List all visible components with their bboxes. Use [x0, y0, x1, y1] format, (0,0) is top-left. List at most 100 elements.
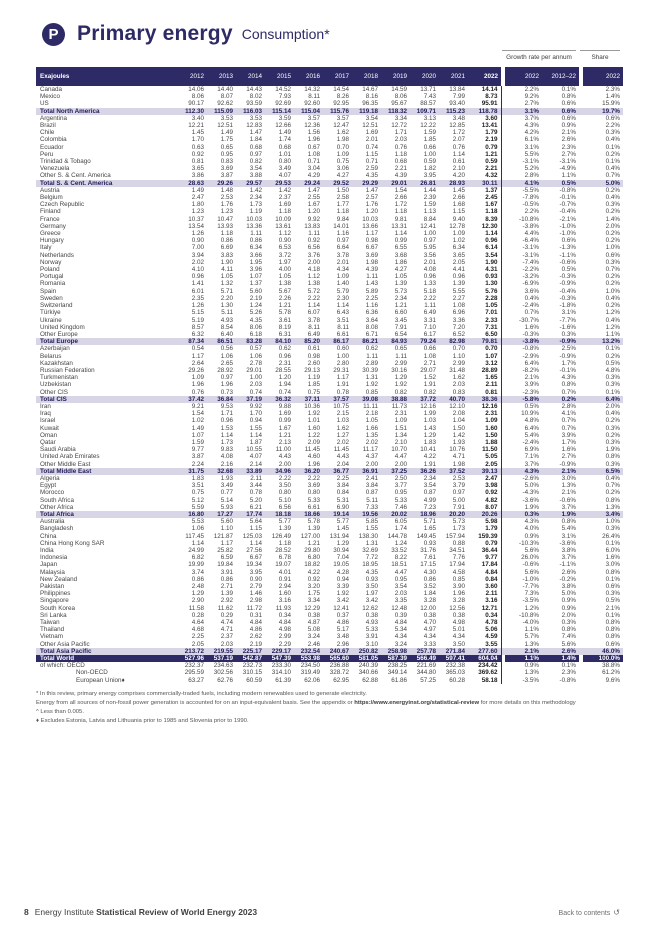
year-cell: 2.21 [394, 165, 407, 173]
year-cell: 37.72 [410, 395, 439, 403]
year-cell: 1.14 [452, 150, 465, 158]
year-cell: 29.07 [420, 366, 436, 374]
year-cell: 13.93 [217, 222, 233, 230]
year-cell: 6.01 [191, 287, 204, 295]
year-cell: 1.02 [452, 237, 465, 245]
year-cell: 0.66 [423, 143, 436, 151]
share-cell: 0.2% [605, 273, 620, 281]
back-to-contents-label[interactable]: Back to contents [558, 910, 611, 917]
table-row: European Union♦ 63.27 62.76 60.59 61.39 62.06… [36, 676, 623, 684]
year-cell: 115.04 [294, 107, 323, 115]
year-cell: 1.11 [308, 230, 320, 238]
year-cell: 1.20 [278, 374, 291, 382]
year-cell: 29.80 [304, 547, 320, 554]
row-label: Qatar [40, 438, 56, 446]
table-row: Other Asia Pacific 2.05 2.03 2.19 2.29 2.46 2.… [36, 640, 623, 648]
year-cell: 138.30 [358, 532, 378, 540]
year-cell: 3.16 [468, 597, 502, 605]
year-cell: 4.35 [365, 172, 378, 180]
year-cell: 2.34 [394, 294, 407, 302]
year-cell: 2.22 [423, 294, 436, 302]
growth-cell: 0.3% [561, 330, 576, 338]
year-cell: 19.56 [352, 510, 381, 519]
year-cell: 3.53 [249, 114, 262, 122]
year-cell: 7.93 [278, 93, 291, 101]
year-cell: 0.96 [220, 417, 233, 425]
year-cell: 14.01 [333, 222, 349, 230]
growth-cell: -0.4% [559, 208, 576, 216]
row-label: Vietnam [40, 633, 63, 641]
table-row: Canada 14.06 14.40 14.43 14.52 14.32 14.54 14.6… [36, 86, 623, 94]
growth-cell: -0.7% [559, 201, 576, 209]
year-cell: 0.74 [278, 388, 291, 396]
row-gap [579, 338, 583, 346]
year-cell: 9.88 [278, 402, 291, 410]
year-cell: 0.81 [191, 158, 204, 166]
table-row: Iraq 1.54 1.71 1.70 1.69 1.92 2.15 2.18 2.31 1.99… [36, 410, 623, 418]
share-cell: 0.4% [605, 165, 620, 173]
year-cell: 2.41 [365, 474, 378, 482]
year-cell: 13.31 [391, 222, 407, 230]
year-cell: 5.73 [452, 518, 465, 526]
year-cell: 2.31 [278, 359, 291, 367]
year-cell: 7.61 [423, 554, 436, 562]
statistical-review-link[interactable]: https://www.energyinst.org/statistical-r… [354, 699, 480, 706]
year-cell: 6.14 [468, 244, 502, 252]
year-cell: 11.45 [304, 446, 320, 454]
year-cell: 0.38 [307, 611, 320, 619]
table-row: Total Middle East 31.75 32.68 33.89 34.96 36.… [36, 467, 623, 475]
year-cell: 1.60 [307, 424, 320, 432]
growth-cell: 1.1% [524, 626, 539, 634]
year-cell: 4.78 [468, 619, 502, 627]
year-cell: 2.11 [250, 474, 262, 482]
year-cell: 0.86 [220, 575, 233, 583]
year-cell: 0.95 [394, 575, 407, 583]
year-cell: 1.97 [278, 258, 291, 266]
row-label: Malaysia [40, 568, 65, 576]
year-cell: 213.72 [178, 647, 207, 656]
growth-cell: -2.1% [559, 215, 576, 223]
year-cell: 1.67 [307, 201, 320, 209]
back-to-contents-link[interactable]: Back to contents ↺ [559, 908, 620, 917]
year-cell: 2.03 [452, 381, 465, 389]
table-row: Kuwait 1.49 1.53 1.55 1.67 1.60 1.62 1.66 1.51 1.… [36, 424, 623, 432]
year-cell: 1.49 [278, 129, 291, 137]
table-row: South Africa 5.12 5.14 5.20 5.10 5.33 5.31 5.11… [36, 496, 623, 504]
year-cell: 0.56 [220, 345, 233, 353]
table-row: Vietnam 2.25 2.37 2.62 2.99 3.24 3.48 3.91 4.34 4… [36, 633, 623, 641]
year-cell: 0.63 [191, 143, 204, 151]
year-cell: 7.31 [468, 323, 502, 331]
year-cell: 4.11 [221, 266, 233, 274]
growth-cell: 1.3% [524, 669, 539, 677]
year-cell: 7.72 [365, 554, 378, 562]
share-cell: 2.1% [605, 604, 620, 612]
year-cell: 5.98 [468, 518, 502, 526]
year-cell: 117.45 [185, 532, 204, 540]
row-label: Total Europe [36, 338, 178, 346]
year-cell: 1.01 [307, 417, 320, 425]
row-label: Other Africa [40, 503, 74, 511]
row-label: Pakistan [40, 583, 65, 591]
year-cell: 4.86 [249, 626, 262, 634]
growth-cell: 2.1% [561, 489, 576, 497]
share-cell: 0.7% [605, 172, 620, 180]
year-cell: 1.05 [278, 273, 291, 281]
year-cell: 58.18 [468, 676, 502, 684]
share-cell: 3.4% [583, 510, 623, 519]
year-cell: 17.74 [236, 510, 265, 519]
row-label: Other Asia Pacific [40, 640, 90, 648]
table-row: Türkiye 5.15 5.11 5.26 5.78 6.07 6.43 6.36 6.60 6… [36, 309, 623, 317]
row-label: Italy [40, 244, 52, 252]
year-cell: 12.16 [420, 402, 436, 410]
year-cell: 12.00 [420, 604, 436, 612]
year-cell: 96.35 [362, 100, 378, 108]
row-label: of which: OECD [40, 662, 85, 670]
year-cell: 1.00 [423, 150, 436, 158]
year-cell: 7.20 [452, 323, 465, 331]
year-cell: 4.34 [336, 266, 349, 274]
year-cell: 1.62 [336, 424, 349, 432]
growth-cell: -3.8% [522, 222, 539, 230]
growth-cell: 0.8% [561, 381, 576, 389]
year-cell: 3.34 [394, 114, 407, 122]
year-cell: 1.15 [452, 208, 465, 216]
